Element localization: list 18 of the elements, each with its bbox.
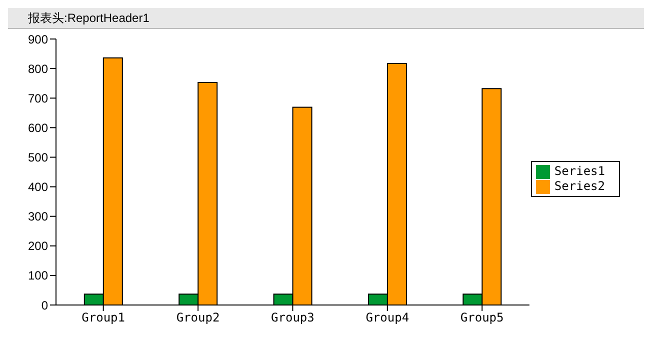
- y-tick-label: 900: [28, 32, 48, 46]
- y-tick-label: 600: [28, 120, 48, 135]
- legend-label: Series2: [554, 179, 605, 193]
- x-tick-label: Group5: [460, 310, 504, 325]
- y-tick-label: 100: [28, 268, 48, 283]
- x-tick-label: Group3: [271, 310, 314, 325]
- y-tick-label: 500: [28, 150, 48, 164]
- x-tick-label: Group1: [82, 310, 126, 325]
- legend-label: Series1: [554, 164, 605, 178]
- y-tick-label: 0: [41, 298, 48, 312]
- y-tick-label: 700: [28, 91, 48, 106]
- y-tick-label: 200: [28, 239, 48, 254]
- y-tick-label: 800: [28, 62, 48, 76]
- x-tick-label: Group4: [366, 310, 410, 325]
- y-tick-label: 300: [28, 210, 48, 224]
- chart-title: 报表头:ReportHeader1: [8, 8, 644, 29]
- y-tick-label: 400: [28, 180, 48, 194]
- x-tick-label: Group2: [176, 310, 220, 325]
